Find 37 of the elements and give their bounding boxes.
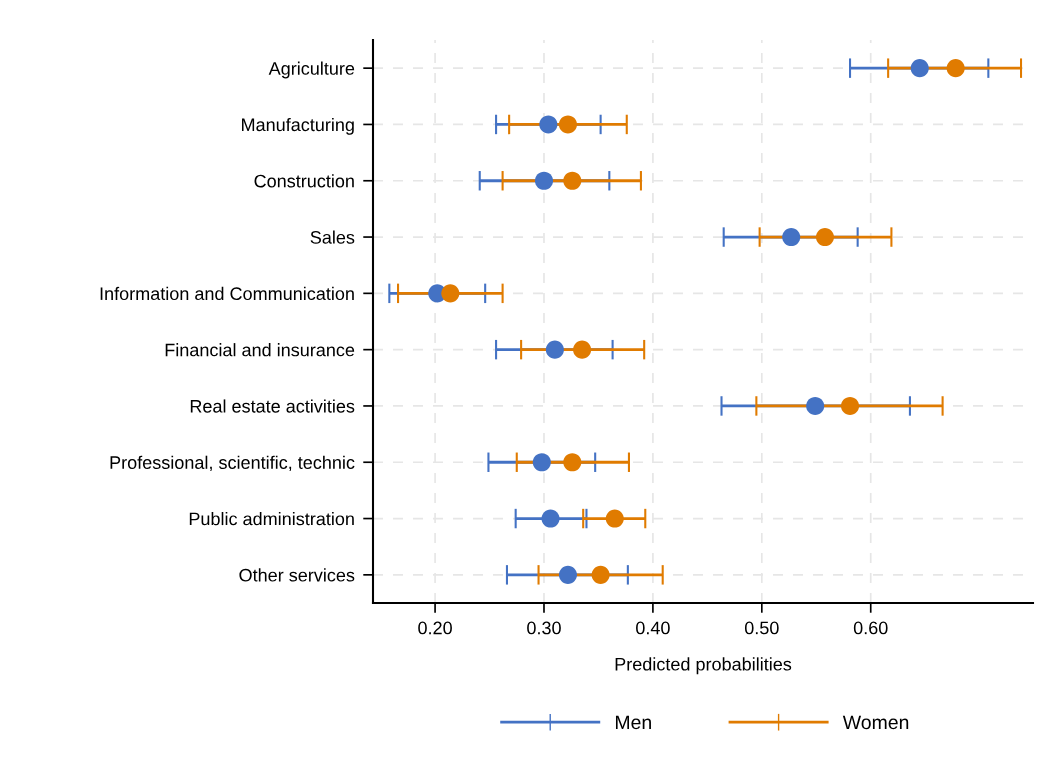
point: [573, 340, 592, 359]
point: [910, 59, 929, 78]
point: [558, 115, 577, 134]
point: [946, 59, 965, 78]
point: [539, 115, 558, 134]
y-tick-label: Other services: [239, 568, 355, 582]
point: [563, 171, 582, 190]
point: [541, 509, 560, 528]
point: [545, 340, 564, 359]
y-tick-label: Sales: [310, 230, 355, 244]
point: [591, 565, 610, 584]
y-tick-label: Professional, scientific, technic: [110, 455, 355, 472]
x-tick-label: 0.60: [853, 621, 888, 635]
y-tick-label: Construction: [254, 174, 354, 188]
x-axis-title: Predicted probabilities: [615, 657, 792, 675]
point: [815, 228, 835, 247]
text: Women: [842, 715, 909, 730]
y-tick-label: Financial and insurance: [165, 343, 355, 357]
x-tick-label: 0.30: [527, 621, 561, 635]
point: [532, 453, 551, 472]
point: [782, 228, 801, 247]
y-tick-label: Manufacturing: [242, 117, 354, 135]
point: [558, 565, 577, 584]
x-tick-label: 0.40: [636, 621, 670, 635]
x-tick-label: 0.20: [418, 621, 452, 635]
text: Men: [615, 715, 651, 730]
point: [840, 396, 860, 415]
x-tick-label: 0.50: [744, 621, 779, 635]
point: [563, 453, 582, 472]
y-tick-label: Agriculture: [268, 61, 355, 79]
point: [441, 284, 460, 303]
y-tick-label: Real estate activities: [190, 399, 355, 413]
point: [806, 396, 825, 415]
point: [534, 171, 554, 190]
point: [605, 509, 624, 528]
y-tick-label: Information and Communication: [100, 286, 354, 301]
y-tick-label: Public administration: [189, 512, 354, 526]
